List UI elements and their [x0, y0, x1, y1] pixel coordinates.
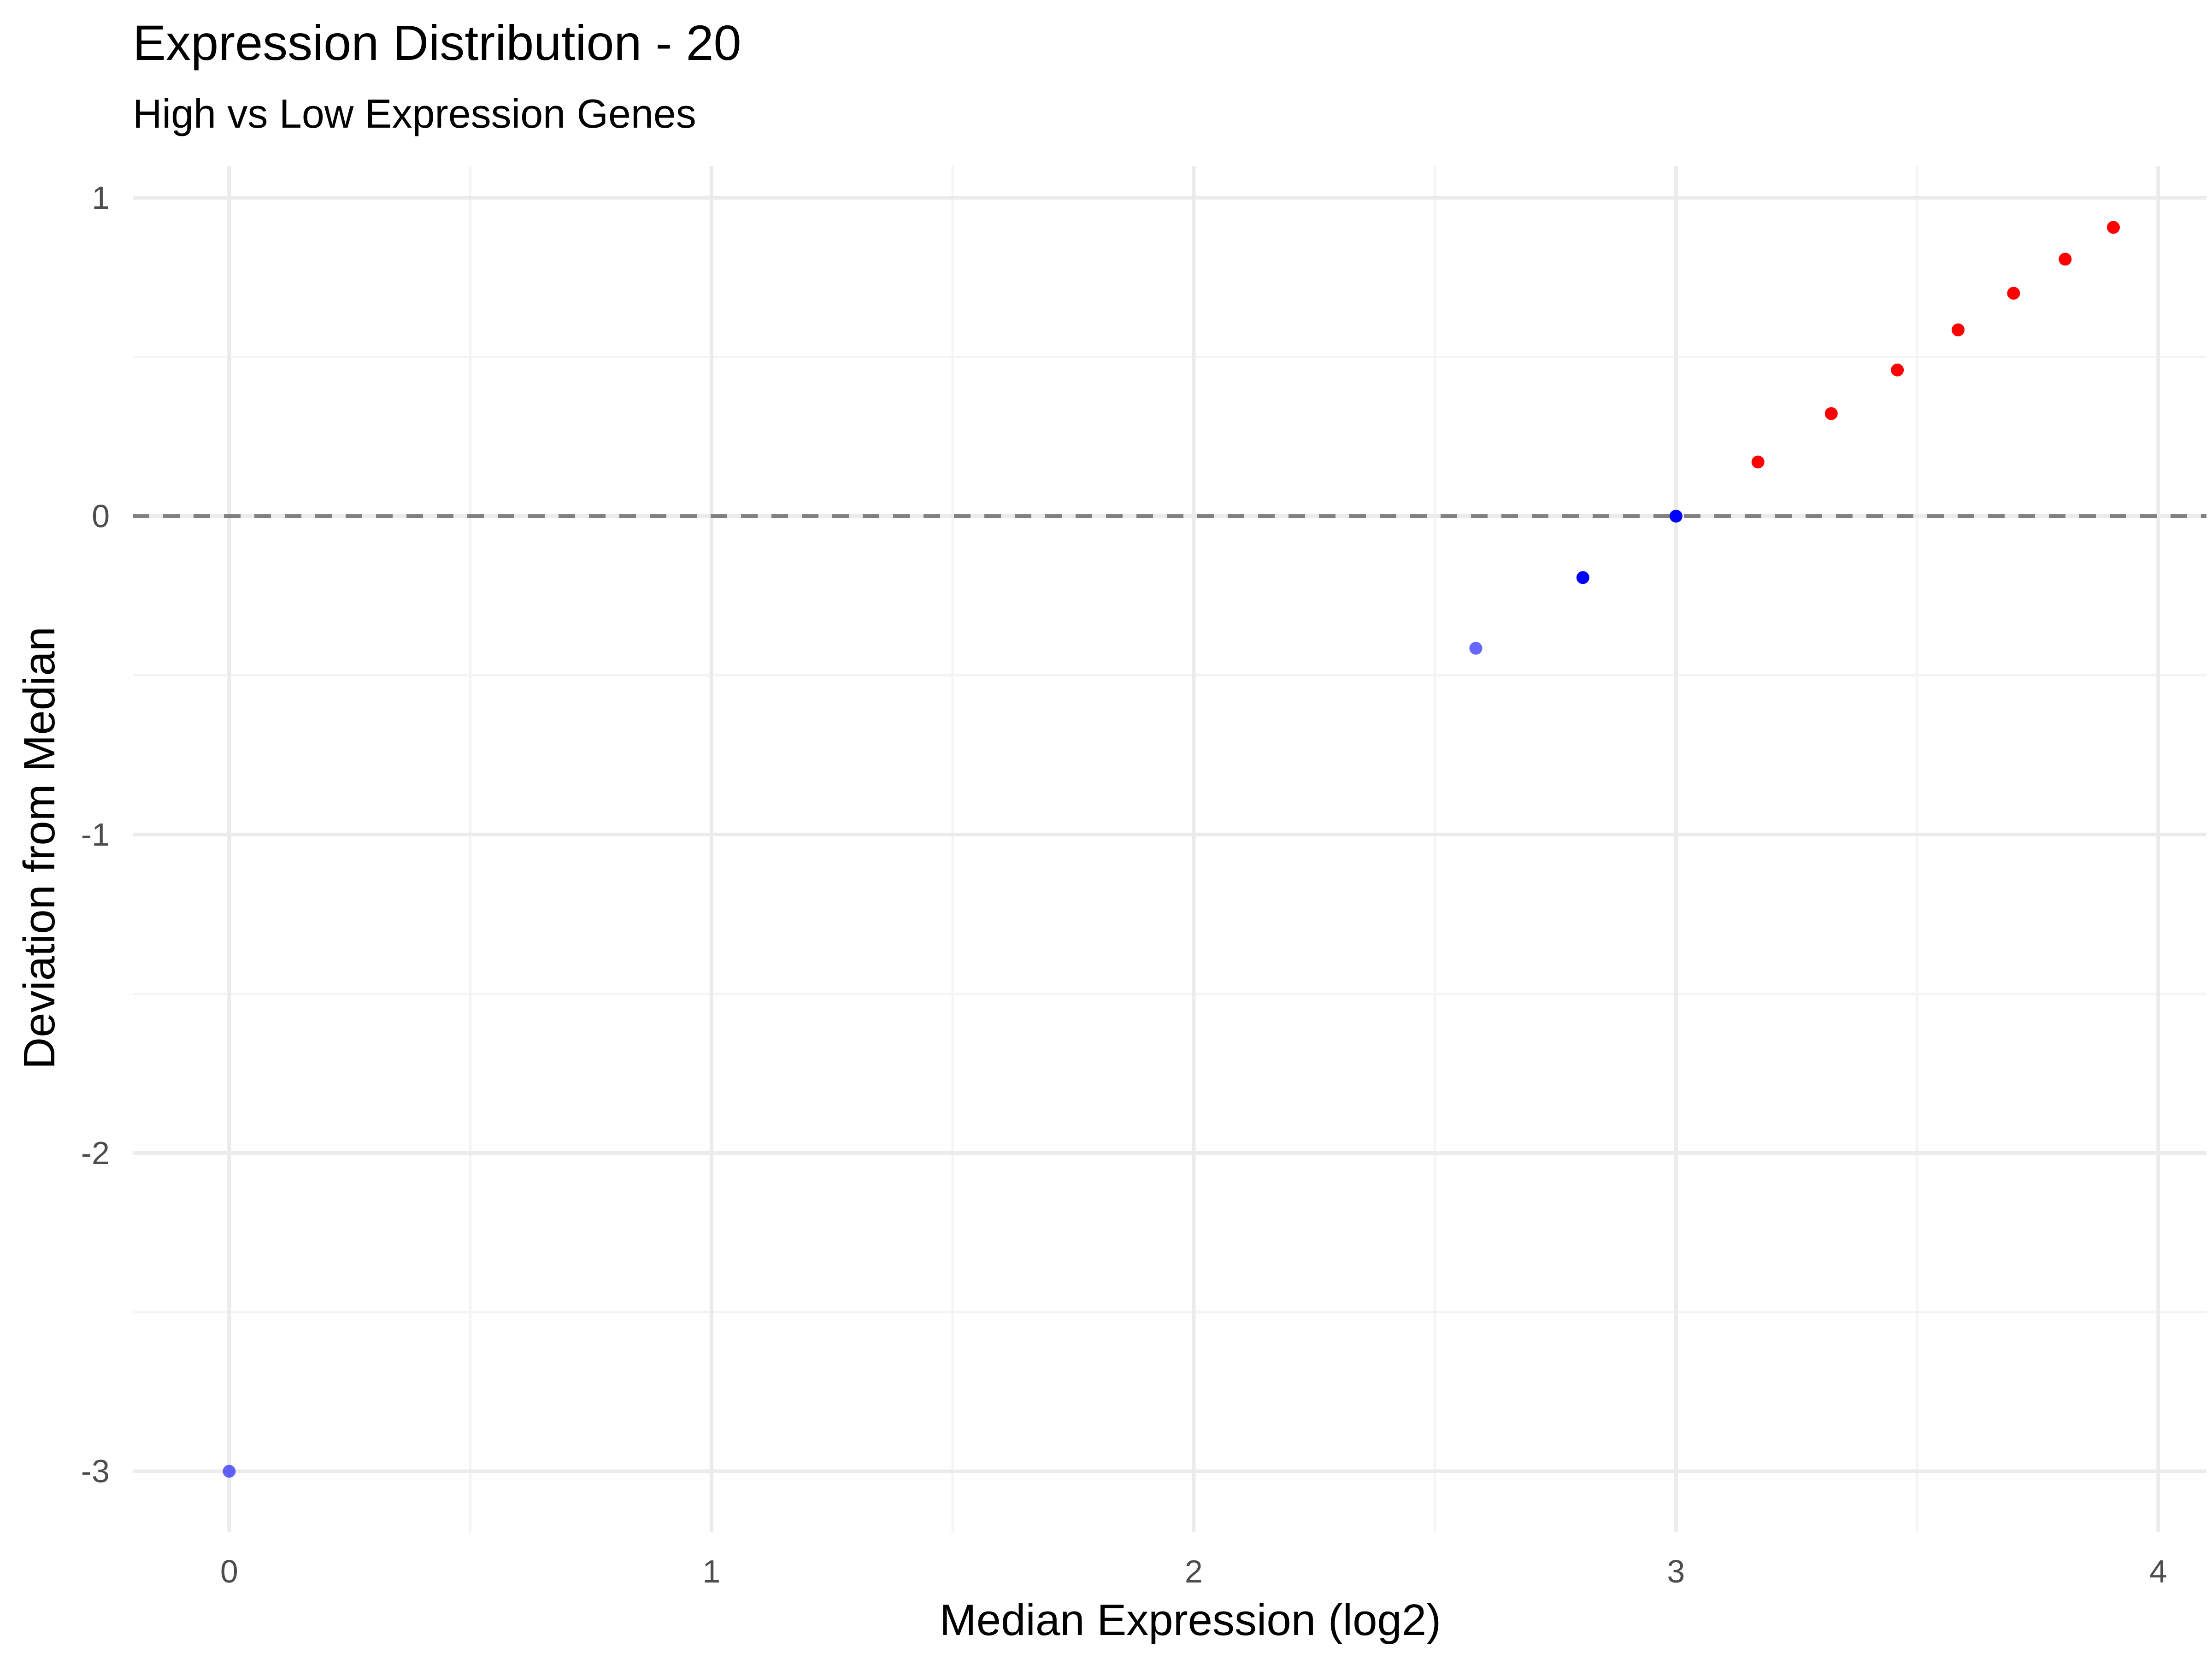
point-low-3	[1669, 510, 1683, 523]
point-low-2	[1576, 571, 1589, 584]
y-tick-label-4: 1	[92, 180, 110, 216]
y-tick-label-3: 0	[92, 498, 110, 534]
point-low-0	[223, 1465, 236, 1478]
point-high-6	[2107, 221, 2120, 234]
y-tick-label-2: -1	[81, 817, 110, 853]
point-high-1	[1824, 407, 1838, 420]
point-high-3	[1952, 323, 1965, 336]
x-tick-labels: 0 1 2 3 4	[220, 1553, 2167, 1589]
chart-title: Expression Distribution - 20	[133, 15, 741, 71]
point-high-5	[2059, 253, 2072, 266]
x-tick-label-1: 1	[702, 1553, 720, 1589]
x-axis-label: Median Expression (log2)	[940, 1595, 1441, 1645]
point-high-0	[1751, 455, 1765, 469]
x-tick-label-0: 0	[220, 1553, 238, 1589]
major-gridlines	[133, 166, 2206, 1532]
y-axis-label: Deviation from Median	[15, 627, 64, 1069]
point-high-2	[1891, 363, 1904, 377]
y-tick-label-0: -3	[81, 1453, 110, 1489]
x-tick-label-2: 2	[1185, 1553, 1203, 1589]
x-tick-label-4: 4	[2149, 1553, 2167, 1589]
chart-subtitle: High vs Low Expression Genes	[133, 91, 696, 136]
y-tick-label-1: -2	[81, 1135, 110, 1171]
minor-gridlines	[133, 166, 2206, 1532]
point-high-4	[2007, 287, 2020, 300]
x-tick-label-3: 3	[1667, 1553, 1685, 1589]
point-low-1	[1469, 641, 1483, 655]
data-points	[223, 221, 2120, 1478]
y-tick-labels: -3 -2 -1 0 1	[81, 180, 110, 1489]
